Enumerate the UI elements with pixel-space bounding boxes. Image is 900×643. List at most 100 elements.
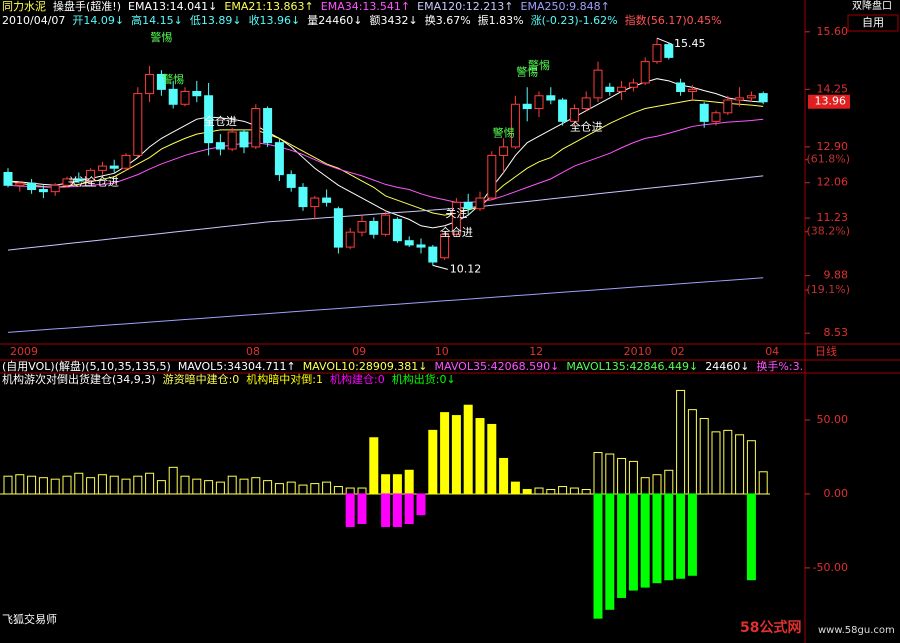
indicator-bar <box>487 423 497 495</box>
indicator-bar <box>74 472 84 495</box>
quote-item: 量24460↓ <box>307 14 363 27</box>
indicator-bar <box>664 469 674 495</box>
candle-body <box>3 171 13 186</box>
candle-body <box>581 97 591 110</box>
fib-tick-label: (19.1%) <box>806 283 850 296</box>
signal-label: 警惕 <box>162 72 184 86</box>
candle-body <box>428 246 438 263</box>
indicator-bar <box>97 474 107 495</box>
indicator-bar <box>404 469 414 495</box>
candle-body <box>62 178 72 186</box>
candle-body <box>652 44 662 63</box>
corner-button[interactable]: 自用 <box>862 16 884 29</box>
stock-name: 同力水泥 <box>2 0 46 13</box>
indicator-bar <box>617 457 627 495</box>
candle-body <box>593 69 603 99</box>
legend-item: 机构出货:0↓ <box>391 373 456 386</box>
indicator-bar <box>121 478 131 495</box>
candle-body <box>215 142 225 150</box>
quote-item: 指数(56.17)0.45% <box>624 14 722 27</box>
indicator-title: 机构游次对倒出货建仓(34,9,3) <box>2 373 156 386</box>
indicator-bar <box>227 475 237 495</box>
signal-label: 警惕 <box>528 58 550 72</box>
candle-body <box>192 90 202 97</box>
quote-item: 换3.67% <box>424 14 471 27</box>
signal-label: 全仓进 <box>570 120 603 134</box>
y-tick-label: 14.25 <box>817 82 849 95</box>
y-tick-label: 9.88 <box>824 269 849 282</box>
candle-body <box>121 154 131 169</box>
last-price-box <box>808 94 850 109</box>
high-mark: 15.45 <box>674 37 706 50</box>
candle-body <box>86 169 96 182</box>
indicator-bar <box>274 483 284 495</box>
fib-tick-label: (38.2%) <box>806 225 850 238</box>
indicator-bar <box>522 489 532 495</box>
y-tick-label: 11.23 <box>817 211 849 224</box>
indicator-bar <box>558 486 568 495</box>
signal-label: 警惕 <box>493 126 515 140</box>
candle-body <box>735 97 745 101</box>
indicator-header: 机构游次对倒出货建仓(34,9,3) 游资暗中建仓:0 机构暗中对倒:1 机构建仓:0… <box>2 373 802 387</box>
candle-body <box>180 90 190 105</box>
indicator-bar <box>652 493 662 584</box>
candle-body <box>38 189 48 193</box>
indicator-bar <box>569 487 579 495</box>
indicator-bar <box>640 477 650 495</box>
candle-body <box>27 182 37 191</box>
candle-body <box>156 73 166 90</box>
candle-body <box>440 233 450 259</box>
legend-item: 机构建仓:0 <box>330 373 385 386</box>
indicator-bar <box>534 487 544 495</box>
indicator-bar <box>605 453 615 495</box>
candle-body <box>546 95 556 101</box>
candle-body <box>298 186 308 208</box>
y-tick-label: 15.60 <box>817 25 849 38</box>
indicator-bar <box>605 493 615 610</box>
indicator-bar <box>15 474 25 495</box>
x-tick-label: 02 <box>671 345 685 358</box>
indicator-bar <box>652 474 662 495</box>
indicator-bar <box>27 475 37 495</box>
signal-label: 警惕 <box>150 30 172 44</box>
indicator-bar <box>381 474 391 495</box>
candle-body <box>97 165 107 171</box>
header-readouts: 同力水泥 操盘手(超准!) EMA13:14.041↓ EMA21:13.863↑ EM… <box>2 0 802 14</box>
vol-item: 24460↓ <box>705 360 750 373</box>
y-tick-label: 8.53 <box>824 326 849 339</box>
candle-body <box>711 112 721 122</box>
indicator-bar <box>86 477 96 495</box>
indicator-bar <box>676 493 686 579</box>
indicator-bar <box>617 493 627 598</box>
quote-item: 收13.96↓ <box>248 14 301 27</box>
ema-readout: EMA34:13.541↑ <box>320 0 411 13</box>
ema-readout: EMA120:12.213↑ <box>417 0 514 13</box>
candle-body <box>746 95 756 99</box>
vol-item: MAVOL5:34304.711↑ <box>177 360 296 373</box>
x-tick-label: 09 <box>352 345 366 358</box>
indicator-bar <box>593 493 603 619</box>
indicator-bar <box>404 493 414 525</box>
indicator-bar <box>723 429 733 495</box>
candle-body <box>239 131 249 148</box>
candle-body <box>664 44 674 58</box>
candle-body <box>499 146 509 156</box>
indicator-bar <box>628 460 638 495</box>
vol-item: MAVOL135:42846.449↓ <box>566 360 699 373</box>
ema-readout: EMA13:14.041↓ <box>128 0 218 13</box>
indicator-bar <box>676 389 686 495</box>
indicator-bar <box>215 481 225 495</box>
candle-body <box>699 103 709 122</box>
indicator-bar <box>38 477 48 495</box>
x-tick-label: 04 <box>765 345 779 358</box>
y-tick-label: 0.00 <box>824 487 849 500</box>
indicator-bar <box>463 404 473 495</box>
candle-body <box>676 82 686 92</box>
indicator-bar <box>180 475 190 495</box>
indicator-bar <box>251 477 261 495</box>
indicator-bar <box>581 489 591 495</box>
corner-button-box[interactable] <box>847 14 899 32</box>
signal-label: 关注 <box>445 206 467 220</box>
candle-body <box>263 108 273 144</box>
